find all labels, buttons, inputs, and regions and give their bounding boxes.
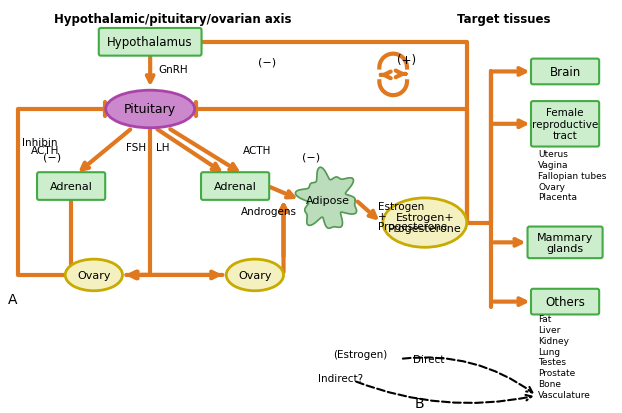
Text: Ovary: Ovary	[77, 270, 111, 280]
Text: Estrogen+
Progesterone: Estrogen+ Progesterone	[388, 212, 462, 234]
FancyBboxPatch shape	[531, 102, 599, 147]
Text: Estrogen: Estrogen	[378, 201, 425, 211]
Text: Lung: Lung	[539, 347, 560, 356]
Ellipse shape	[226, 259, 284, 291]
Text: Testes: Testes	[539, 358, 567, 366]
Text: Direct: Direct	[413, 354, 444, 364]
Ellipse shape	[65, 259, 123, 291]
Text: A: A	[8, 292, 17, 306]
Text: (Estrogen): (Estrogen)	[333, 349, 388, 359]
Text: Mammary
glands: Mammary glands	[537, 232, 593, 254]
FancyBboxPatch shape	[37, 173, 105, 200]
Text: +: +	[378, 211, 387, 221]
Text: Fat: Fat	[539, 314, 552, 323]
Text: LH: LH	[156, 142, 170, 152]
Text: Placenta: Placenta	[539, 193, 577, 202]
Text: Hypothalamus: Hypothalamus	[108, 36, 193, 49]
Ellipse shape	[106, 91, 195, 128]
Text: Adrenal: Adrenal	[50, 182, 93, 192]
Text: Brain: Brain	[549, 66, 581, 79]
Text: ACTH: ACTH	[243, 146, 271, 156]
FancyBboxPatch shape	[527, 227, 603, 259]
Text: Others: Others	[545, 295, 585, 309]
Polygon shape	[295, 168, 356, 229]
Text: Ovary: Ovary	[238, 270, 272, 280]
Text: Uterus: Uterus	[539, 150, 569, 159]
Text: Prostate: Prostate	[539, 368, 575, 377]
Text: (−): (−)	[258, 57, 276, 67]
Text: Fallopian tubes: Fallopian tubes	[539, 171, 607, 180]
Text: Liver: Liver	[539, 325, 561, 334]
Text: Vagina: Vagina	[539, 160, 569, 169]
FancyBboxPatch shape	[99, 29, 202, 57]
Text: Pituitary: Pituitary	[124, 103, 176, 116]
FancyBboxPatch shape	[531, 59, 599, 85]
Text: (+): (+)	[397, 54, 417, 67]
FancyBboxPatch shape	[201, 173, 269, 200]
Text: B: B	[415, 396, 425, 411]
Text: FSH: FSH	[126, 142, 146, 152]
Text: Indirect?: Indirect?	[318, 373, 363, 383]
Text: Progesterone: Progesterone	[378, 221, 447, 231]
Text: Kidney: Kidney	[539, 336, 569, 345]
Text: ACTH: ACTH	[31, 146, 59, 156]
Text: Ovary: Ovary	[539, 182, 565, 191]
Text: Adipose: Adipose	[306, 195, 350, 205]
Text: Inhibin: Inhibin	[22, 137, 57, 147]
Text: Bone: Bone	[539, 379, 562, 388]
Text: Vasculature: Vasculature	[539, 390, 592, 399]
Text: (−): (−)	[302, 152, 320, 162]
Text: GnRH: GnRH	[158, 64, 188, 74]
Text: Androgens: Androgens	[241, 206, 297, 216]
Text: (−): (−)	[44, 152, 62, 162]
Text: Adrenal: Adrenal	[214, 182, 256, 192]
Text: Hypothalamic/pituitary/ovarian axis: Hypothalamic/pituitary/ovarian axis	[54, 13, 292, 26]
Ellipse shape	[383, 198, 466, 248]
Text: Target tissues: Target tissues	[457, 13, 550, 26]
FancyBboxPatch shape	[531, 289, 599, 315]
Text: Female
reproductive
tract: Female reproductive tract	[532, 108, 598, 141]
